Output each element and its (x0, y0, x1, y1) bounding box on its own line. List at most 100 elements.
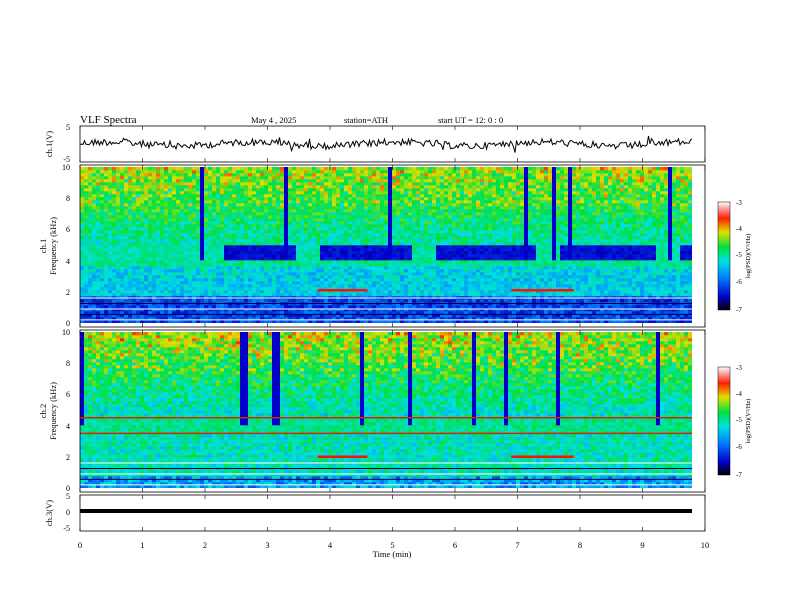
spectrogram-cell (364, 227, 369, 231)
spectrogram-cell (256, 194, 261, 198)
spectrogram-cell (344, 272, 349, 276)
spectrogram-cell (180, 215, 185, 219)
spectrogram-cell (224, 317, 229, 321)
spectrogram-cell (276, 299, 281, 303)
spectrogram-cell (136, 179, 141, 183)
spectrogram-cell (168, 176, 173, 180)
spectrogram-cell (124, 167, 129, 171)
spectrogram-cell (396, 233, 401, 237)
spectrogram-cell (364, 284, 369, 288)
spectrogram-cell (452, 242, 457, 246)
spectrogram-cell (80, 293, 85, 297)
spectrogram-cell (416, 272, 421, 276)
spectrogram-cell (352, 305, 357, 309)
spectrogram-cell (192, 251, 197, 255)
spectrogram-cell (260, 191, 265, 195)
spectrogram-cell (108, 173, 113, 177)
spectrogram-cell (180, 194, 185, 198)
spectrogram-cell (84, 299, 89, 303)
spectrogram-cell (140, 236, 145, 240)
spectrogram-cell (240, 176, 245, 180)
spectrogram-cell (100, 314, 105, 318)
spectrogram-cell (400, 242, 405, 246)
spectrogram-cell (88, 266, 93, 270)
spectrogram-cell (128, 239, 133, 243)
spectrogram-cell (288, 215, 293, 219)
spectrogram-cell (268, 260, 273, 264)
spectrogram-cell (332, 287, 337, 291)
spectrogram-cell (320, 227, 325, 231)
spectrogram-cell (220, 314, 225, 318)
spectrogram-cell (224, 290, 229, 294)
spectrogram-cell (132, 230, 137, 234)
spectrogram-cell (328, 215, 333, 219)
spectrogram-cell (376, 257, 381, 261)
spectrogram-cell (444, 197, 449, 201)
spectrogram-cell (92, 215, 97, 219)
spectrogram-cell (344, 284, 349, 288)
spectrogram-cell (460, 239, 465, 243)
spectrogram-cell (388, 308, 393, 312)
spectrogram-cell (136, 224, 141, 228)
spectrogram-cell (364, 257, 369, 261)
spectrogram-cell (112, 299, 117, 303)
spectrogram-cell (440, 203, 445, 207)
spectrogram-cell (172, 215, 177, 219)
spectrogram-cell (328, 209, 333, 213)
spectrogram-cell (436, 203, 441, 207)
spectrogram-cell (304, 200, 309, 204)
spectrogram-cell (168, 311, 173, 315)
spectrogram-cell (200, 227, 205, 231)
spectrogram-cell (152, 206, 157, 210)
spectrogram-cell (280, 308, 285, 312)
spectrogram-cell (380, 203, 385, 207)
spectrogram-cell (356, 218, 361, 222)
spectrogram-cell (428, 290, 433, 294)
spectrogram-cell (184, 194, 189, 198)
spectrogram-cell (304, 191, 309, 195)
spectrogram-cell (220, 233, 225, 237)
spectrogram-cell (108, 287, 113, 291)
spectrogram-cell (444, 167, 449, 171)
spectrogram-cell (300, 248, 305, 252)
spectrogram-cell (352, 242, 357, 246)
spectrogram-cell (440, 299, 445, 303)
spectrogram-cell (380, 215, 385, 219)
spectrogram-cell (152, 290, 157, 294)
spectrogram-cell (448, 212, 453, 216)
spectrogram-cell (332, 266, 337, 270)
spectrogram-cell (300, 197, 305, 201)
spectrogram-cell (404, 218, 409, 222)
spectrogram-cell (372, 200, 377, 204)
spectrogram-cell (152, 287, 157, 291)
spectrogram-cell (192, 218, 197, 222)
spectrogram-cell (304, 248, 309, 252)
spectrogram-cell (204, 170, 209, 174)
spectrogram-cell (404, 257, 409, 261)
spectrogram-cell (128, 314, 133, 318)
spectrogram-cell (84, 257, 89, 261)
spectrogram-cell (80, 230, 85, 234)
spectrogram-cell (172, 272, 177, 276)
spectrogram-cell (356, 257, 361, 261)
spectrogram-cell (188, 179, 193, 183)
spectrogram-cell (448, 179, 453, 183)
spectrogram-cell (204, 269, 209, 273)
spectrogram-cell (276, 290, 281, 294)
spectrogram-cell (140, 278, 145, 282)
spectrogram-cell (364, 185, 369, 189)
spectrogram-cell (184, 260, 189, 264)
spectrogram-cell (428, 206, 433, 210)
spectrogram-cell (112, 236, 117, 240)
spectrogram-cell (88, 281, 93, 285)
spectrogram-cell (112, 194, 117, 198)
spectrogram-cell (348, 197, 353, 201)
spectrogram-cell (148, 191, 153, 195)
spectrogram-cell (372, 272, 377, 276)
spectrogram-cell (324, 257, 329, 261)
spectrogram-cell (356, 287, 361, 291)
spectrogram-cell (120, 311, 125, 315)
spectrogram-cell (104, 308, 109, 312)
spectrogram-cell (248, 239, 253, 243)
spectrogram-cell (240, 305, 245, 309)
